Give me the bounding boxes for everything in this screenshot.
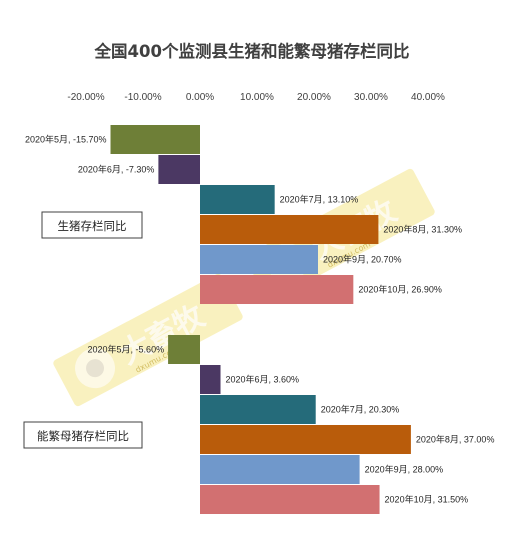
- bar: [158, 155, 200, 184]
- data-label: 2020年8月, 31.30%: [383, 224, 462, 235]
- data-label: 2020年9月, 20.70%: [323, 254, 402, 265]
- data-label: 2020年7月, 13.10%: [280, 194, 359, 205]
- bar: [200, 395, 316, 424]
- x-tick-label: -20.00%: [67, 92, 104, 103]
- category-label-box: [41, 211, 143, 239]
- x-tick-label: 0.00%: [186, 92, 214, 103]
- bar: [200, 185, 275, 214]
- data-label: 2020年10月, 26.90%: [358, 284, 442, 295]
- x-axis: -20.00% -10.00% 0.00% 10.00% 20.00% 30.00% 40.…: [67, 92, 445, 103]
- x-tick-label: 40.00%: [411, 92, 445, 103]
- bar: [200, 485, 380, 514]
- bar: [110, 125, 200, 154]
- data-label: 2020年10月, 31.50%: [385, 494, 469, 505]
- data-label: 2020年6月, 3.60%: [226, 374, 300, 385]
- chart-title: 全国400个监测县生猪和能繁母猪存栏同比: [94, 41, 410, 61]
- bar: [168, 335, 200, 364]
- data-label: 2020年6月, -7.30%: [78, 164, 155, 175]
- x-tick-label: -10.00%: [124, 92, 161, 103]
- bar: [200, 275, 354, 304]
- category-label-box: [23, 421, 143, 449]
- bar: [200, 245, 318, 274]
- data-label: 2020年9月, 28.00%: [365, 464, 444, 475]
- category-label: 能繁母猪存栏同比: [37, 429, 129, 443]
- x-tick-label: 20.00%: [297, 92, 331, 103]
- category-label: 生猪存栏同比: [58, 219, 127, 233]
- data-label: 2020年5月, -5.60%: [88, 344, 165, 355]
- x-tick-label: 30.00%: [354, 92, 388, 103]
- bar: [200, 215, 379, 244]
- x-tick-label: 10.00%: [240, 92, 274, 103]
- bar: [200, 425, 411, 454]
- data-label: 2020年5月, -15.70%: [25, 134, 107, 145]
- bars: [110, 125, 411, 514]
- bar: [200, 455, 360, 484]
- data-labels: 2020年5月, -15.70% 2020年6月, -7.30% 2020年7月, …: [25, 134, 495, 505]
- data-label: 2020年7月, 20.30%: [321, 404, 400, 415]
- data-label: 2020年8月, 37.00%: [416, 434, 495, 445]
- bar: [200, 365, 221, 394]
